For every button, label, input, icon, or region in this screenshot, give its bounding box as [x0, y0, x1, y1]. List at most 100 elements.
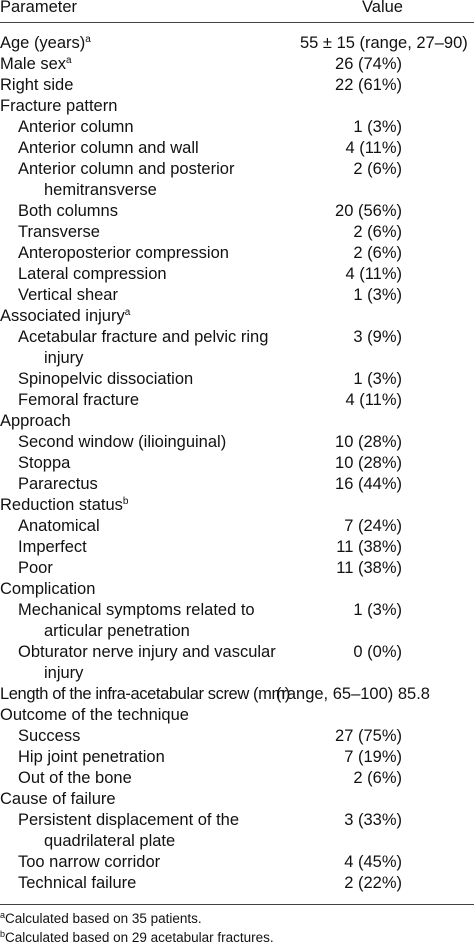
header-parameter: Parameter: [0, 0, 78, 16]
row-value: 4 (11%): [345, 391, 402, 409]
row-label: Associated injurya: [0, 306, 300, 327]
row-label: Pararectus: [0, 474, 300, 495]
row-label-text: Age (years): [0, 34, 86, 52]
row-label-text: Vertical shear: [18, 286, 118, 304]
row-label: Stoppa: [0, 453, 300, 474]
row-label: Anterior column and posterior hemitransve…: [0, 159, 300, 201]
table-row: Technical failure 2 (22%): [0, 873, 474, 894]
table-row: Second window (ilioinguinal) 10 (28%): [0, 432, 474, 453]
row-label: Age (years)a: [0, 33, 300, 54]
row-label-text: Anteroposterior compression: [18, 244, 229, 262]
row-label: Anatomical: [0, 516, 300, 537]
row-value: 1 (3%): [353, 118, 402, 136]
row-label-text: Imperfect: [18, 538, 87, 556]
table-row: Pararectus 16 (44%): [0, 474, 474, 495]
table-row: Anteroposterior compression 2 (6%): [0, 243, 474, 264]
table-row: Cause of failure: [0, 789, 474, 810]
row-value: 26 (74%): [335, 55, 402, 73]
table-row: Persistent displacement of the quadrilate…: [0, 810, 474, 852]
row-label: Vertical shear: [0, 285, 300, 306]
footnote-marker: a: [124, 307, 131, 318]
table-row: Anterior column 1 (3%): [0, 117, 474, 138]
table-row: Approach: [0, 411, 474, 432]
table-row: Out of the bone 2 (6%): [0, 768, 474, 789]
table-row: Anterior column and posterior hemitransve…: [0, 159, 474, 201]
footnote-b: bCalculated based on 29 acetabular fract…: [0, 929, 274, 947]
row-label-continuation: quadrilateral plate: [44, 832, 176, 850]
row-label: Persistent displacement of the quadrilate…: [0, 810, 300, 852]
table-row: Fracture pattern: [0, 96, 474, 117]
row-value: 11 (38%): [336, 559, 402, 577]
table-row: Anterior column and wall 4 (11%): [0, 138, 474, 159]
row-value: 10 (28%): [335, 454, 402, 472]
table-bottom-rule: [0, 904, 474, 905]
row-value: 55 ± 15 (range, 27–90): [300, 34, 468, 52]
footnote-b-text: Calculated based on 29 acetabular fractu…: [5, 930, 274, 945]
row-label-continuation: articular penetration: [44, 622, 190, 640]
table-row: Obturator nerve injury and vascular injur…: [0, 642, 474, 684]
row-value: 1 (3%): [353, 286, 402, 304]
row-label-text: Mechanical symptoms related to: [18, 601, 255, 619]
row-label-text: Male sex: [0, 55, 67, 73]
row-label-text: Transverse: [18, 223, 100, 241]
row-label: Reduction statusb: [0, 495, 300, 516]
row-label-text: Pararectus: [18, 475, 98, 493]
row-value: 2 (6%): [353, 244, 402, 262]
row-label: Approach: [0, 411, 300, 432]
table-body: Age (years)a 55 ± 15 (range, 27–90) Male s…: [0, 33, 474, 894]
table-row: Reduction statusb: [0, 495, 474, 516]
footnote-a-text: Calculated based on 35 patients.: [5, 911, 202, 926]
row-label: Complication: [0, 579, 300, 600]
row-label: Success: [0, 726, 300, 747]
row-label: Outcome of the technique: [0, 705, 300, 726]
row-value: 11 (38%): [336, 538, 402, 556]
table-row: Male sexa 26 (74%): [0, 54, 474, 75]
table-row: Lateral compression 4 (11%): [0, 264, 474, 285]
row-label-text: Right side: [0, 76, 74, 94]
row-label: Hip joint penetration: [0, 747, 300, 768]
footnote-b-mark: b: [0, 929, 6, 939]
header-value: Value: [362, 0, 403, 16]
row-label-text: Too narrow corridor: [18, 853, 161, 871]
footnote-marker: b: [122, 496, 129, 507]
row-label: Out of the bone: [0, 768, 300, 789]
row-label: Spinopelvic dissociation: [0, 369, 300, 390]
row-label-continuation: hemitransverse: [44, 181, 157, 199]
row-value: 4 (45%): [344, 853, 402, 871]
row-label-text: Hip joint penetration: [18, 748, 165, 766]
row-label: Fracture pattern: [0, 96, 300, 117]
row-label: Right side: [0, 75, 300, 96]
table-row: Transverse 2 (6%): [0, 222, 474, 243]
row-value: 16 (44%): [335, 475, 402, 493]
footnote-a-mark: a: [0, 910, 6, 920]
row-label-text: Both columns: [18, 202, 118, 220]
row-label-text: Poor: [18, 559, 53, 577]
footnote-marker: a: [66, 55, 72, 66]
row-value: 2 (6%): [353, 769, 402, 787]
row-label: Femoral fracture: [0, 390, 300, 411]
row-label: Cause of failure: [0, 789, 300, 810]
row-label: Imperfect: [0, 537, 300, 558]
row-label-text: Approach: [0, 412, 71, 430]
row-label: Technical failure: [0, 873, 300, 894]
table-row: Mechanical symptoms related to articular …: [0, 600, 474, 642]
row-value: 0 (0%): [353, 643, 402, 661]
row-value: 20 (56%): [335, 202, 402, 220]
row-label-text: Technical failure: [18, 874, 137, 892]
row-label-continuation: injury: [44, 349, 84, 367]
footnote-a: aCalculated based on 35 patients.: [0, 910, 202, 928]
row-label-text: Lateral compression: [18, 265, 167, 283]
row-value: 3 (33%): [344, 811, 402, 829]
row-label: Anterior column and wall: [0, 138, 300, 159]
table-row: Acetabular fracture and pelvic ring injur…: [0, 327, 474, 369]
table-row: Associated injurya: [0, 306, 474, 327]
row-value: 4 (11%): [345, 139, 402, 157]
row-label-text: Obturator nerve injury and vascular: [18, 643, 276, 661]
row-label: Lateral compression: [0, 264, 300, 285]
table-row: Right side 22 (61%): [0, 75, 474, 96]
table-row: Too narrow corridor 4 (45%): [0, 852, 474, 873]
row-label-text: Anterior column and wall: [18, 139, 199, 157]
row-value: 1 (3%): [353, 370, 402, 388]
table-row: Anatomical 7 (24%): [0, 516, 474, 537]
row-label-text: Associated injury: [0, 307, 125, 325]
